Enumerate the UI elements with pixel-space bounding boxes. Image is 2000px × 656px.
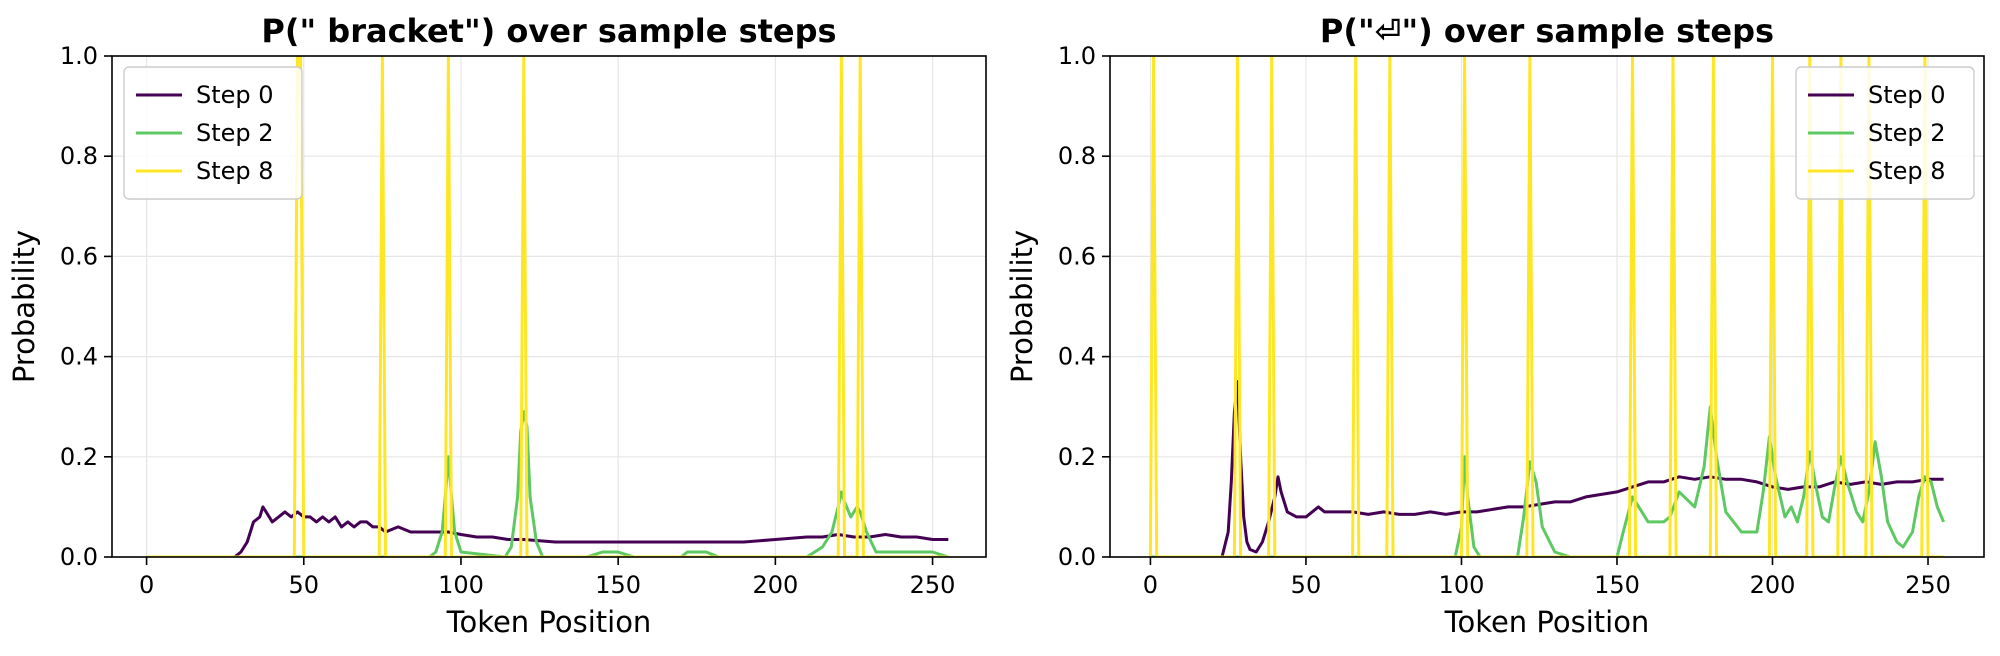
x-tick-label: 250 <box>910 571 956 599</box>
y-tick-label: 0.2 <box>1058 443 1096 471</box>
y-tick-label: 1.0 <box>1058 42 1096 70</box>
x-tick-label: 0 <box>1143 571 1158 599</box>
x-tick-label: 200 <box>1750 571 1796 599</box>
y-tick-label: 0.0 <box>1058 543 1096 571</box>
series-line-step-8 <box>146 56 949 557</box>
chart-2: 0 50 100 150 200 250 0.0 0.2 0.4 0.6 0.8 1.0 P("⏎") … <box>1005 12 1985 639</box>
y-tick-label: 0.4 <box>60 343 98 371</box>
plot-frame <box>111 55 987 558</box>
chart-1: 0 50 100 150 200 250 0.0 0.2 0.4 0.6 0.8 1.0 P(" bra… <box>7 12 987 639</box>
y-axis-label: Probability <box>1005 230 1039 383</box>
x-tick-label: 250 <box>1905 571 1951 599</box>
y-tick-label: 0.8 <box>60 142 98 170</box>
x-tick-label: 50 <box>1291 571 1322 599</box>
legend-label: Step 0 <box>1868 81 1946 109</box>
plot-frame <box>1109 55 1985 558</box>
x-tick-label: 100 <box>1439 571 1485 599</box>
chart-title: P("⏎") over sample steps <box>1320 12 1774 50</box>
legend-label: Step 8 <box>196 157 274 185</box>
y-tick-label: 0.8 <box>1058 142 1096 170</box>
y-tick-label: 0.6 <box>60 242 98 270</box>
series-line-step-2 <box>146 410 949 557</box>
y-axis-label: Probability <box>7 230 41 383</box>
x-tick-label: 200 <box>752 571 798 599</box>
series-line-step-0 <box>146 505 949 557</box>
y-tick-label: 0.0 <box>60 543 98 571</box>
legend: Step 0 Step 2 Step 8 <box>123 66 303 200</box>
y-tick-label: 0.6 <box>1058 242 1096 270</box>
legend-label: Step 2 <box>196 119 274 147</box>
series-line-step-8 <box>1148 56 1944 557</box>
legend-label: Step 8 <box>1868 157 1946 185</box>
x-tick-label: 150 <box>1594 571 1640 599</box>
legend-label: Step 0 <box>196 81 274 109</box>
y-tick-label: 0.4 <box>1058 343 1096 371</box>
legend-box <box>123 66 303 200</box>
legend-box <box>1795 66 1975 200</box>
chart-title: P(" bracket") over sample steps <box>261 12 836 50</box>
y-tick-label: 0.2 <box>60 443 98 471</box>
x-tick-label: 50 <box>289 571 320 599</box>
x-tick-label: 0 <box>139 571 154 599</box>
x-tick-label: 150 <box>595 571 641 599</box>
legend-label: Step 2 <box>1868 119 1946 147</box>
legend: Step 0 Step 2 Step 8 <box>1795 66 1975 200</box>
x-axis-label: Token Position <box>446 605 652 639</box>
y-tick-label: 1.0 <box>60 42 98 70</box>
x-tick-label: 100 <box>438 571 484 599</box>
x-axis-label: Token Position <box>1444 605 1650 639</box>
